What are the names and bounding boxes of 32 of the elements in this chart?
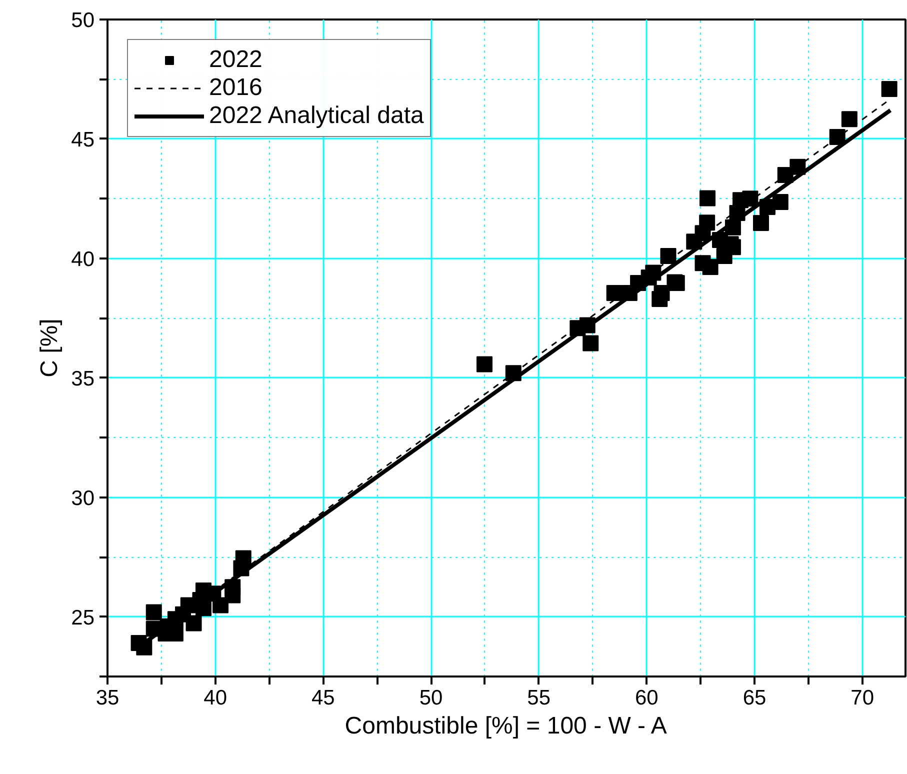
point bbox=[700, 190, 716, 206]
y-tick-label: 35 bbox=[71, 367, 94, 390]
x-tick-label: 40 bbox=[204, 686, 228, 710]
point bbox=[841, 111, 858, 128]
point bbox=[881, 81, 898, 98]
y-tick-label: 45 bbox=[71, 128, 94, 152]
legend-label: 2022 Analytical data bbox=[209, 102, 424, 130]
x-tick-label: 45 bbox=[311, 686, 335, 710]
x-tick-label: 60 bbox=[635, 686, 658, 710]
point bbox=[146, 604, 162, 620]
x-tick-label: 50 bbox=[419, 686, 443, 710]
legend-label: 2022 bbox=[209, 46, 262, 74]
point bbox=[694, 255, 711, 272]
point bbox=[224, 587, 241, 604]
y-tick-label: 40 bbox=[71, 248, 94, 271]
point bbox=[660, 248, 676, 264]
point bbox=[582, 335, 599, 352]
x-tick-label: 55 bbox=[527, 686, 551, 710]
x-tick-label: 65 bbox=[742, 686, 766, 710]
x-tick-label: 35 bbox=[96, 686, 120, 710]
point bbox=[752, 215, 769, 232]
y-tick-label: 30 bbox=[71, 486, 94, 510]
y-tick-label: 25 bbox=[71, 606, 94, 630]
point bbox=[652, 291, 668, 308]
legend-label: 2016 bbox=[209, 74, 262, 102]
point bbox=[130, 635, 147, 652]
point bbox=[476, 356, 492, 372]
y-tick-label: 50 bbox=[71, 9, 94, 32]
x-axis-title: Combustible [%] = 100 - W - A bbox=[344, 712, 667, 740]
point bbox=[606, 285, 622, 302]
x-tick-label: 70 bbox=[850, 686, 874, 710]
y-axis-title: C [%] bbox=[36, 318, 64, 378]
